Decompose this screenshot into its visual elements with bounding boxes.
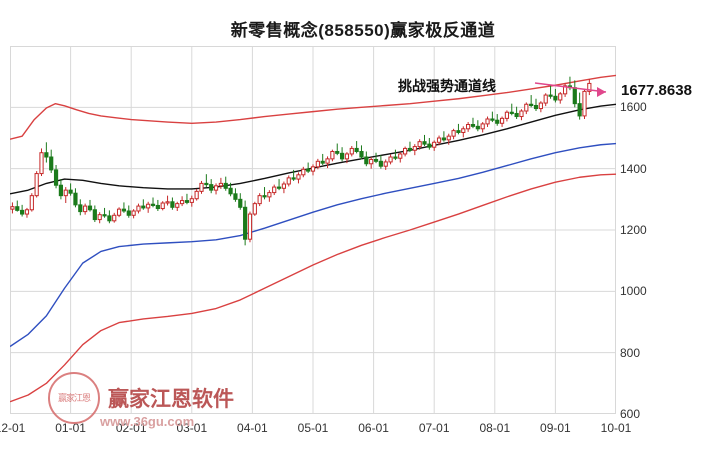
y-tick-label: 600 [620, 407, 641, 421]
x-tick-label: 07-01 [418, 421, 450, 435]
plot-area [10, 46, 616, 414]
x-tick-label: 04-01 [237, 421, 268, 435]
y-tick-label: 1200 [620, 223, 647, 237]
watermark-seal: 赢家江恩 [48, 372, 100, 424]
y-tick-label: 1000 [620, 284, 647, 299]
x-tick-label: 06-01 [358, 421, 389, 435]
y-tick-label: 1600 [620, 100, 647, 115]
y-axis-labels: 800 1000 1200 1400 1600 600 [620, 46, 680, 421]
x-tick-label: 03-01 [176, 421, 208, 435]
watermark: 赢家江恩 赢家江恩软件 [48, 372, 234, 424]
chart-title: 新零售概念(858550)赢家极反通道 [230, 21, 496, 40]
watermark-url: www.36gu.com [100, 414, 195, 429]
x-tick-label: 05-01 [297, 421, 329, 435]
x-axis-labels: 12-01 01-01 02-01 03-01 04-01 05-01 06-01 07-01… [0, 418, 726, 442]
channel-line-label: 挑战强势通道线 [398, 78, 496, 94]
y-tick-label: 1400 [620, 161, 647, 176]
y-tick-label: 800 [620, 345, 641, 360]
x-tick-label: 02-01 [115, 421, 147, 435]
x-tick-label: 12-01 [0, 421, 26, 435]
plot-svg [10, 46, 616, 414]
x-tick-label: 01-01 [55, 421, 86, 435]
x-tick-label: 08-01 [479, 421, 511, 435]
x-tick-label: 09-01 [540, 421, 571, 435]
x-tick-label: 10-01 [600, 421, 632, 435]
last-price-label: 1677.8638 [621, 82, 692, 99]
watermark-brand: 赢家江恩软件 [108, 388, 234, 411]
